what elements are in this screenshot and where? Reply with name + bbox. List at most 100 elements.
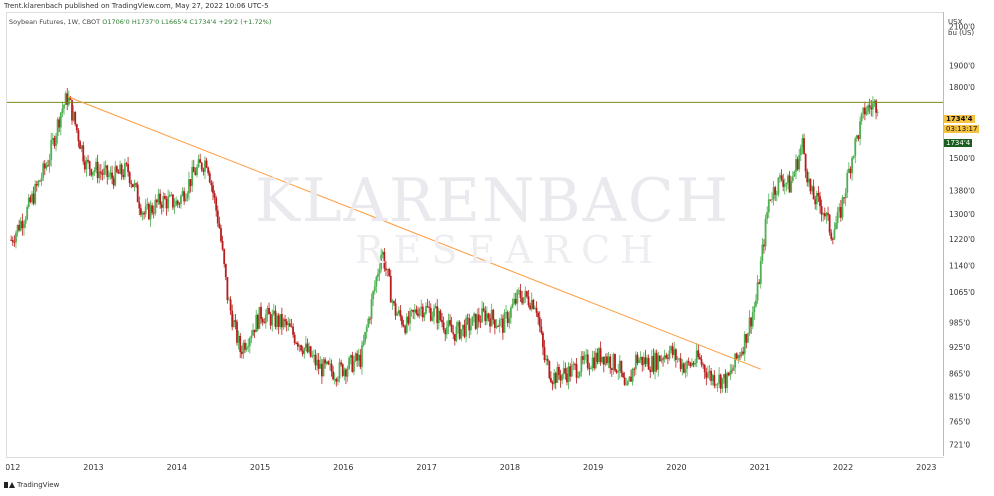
- candle-body: [630, 376, 632, 382]
- candle-body: [508, 317, 511, 324]
- candle-body: [15, 232, 17, 243]
- candle-body: [141, 212, 144, 215]
- candle-body: [340, 362, 343, 365]
- candle-body: [607, 356, 610, 363]
- candle-body: [82, 145, 85, 162]
- candle-body: [854, 138, 857, 157]
- candle-body: [396, 313, 399, 316]
- price-axis[interactable]: 2100'0 1900'0 1800'0 1500'0 1380'0 1300'0 1220…: [943, 12, 994, 456]
- candle-body: [19, 220, 22, 231]
- candle-body: [175, 200, 178, 206]
- candle-body: [601, 356, 604, 363]
- candle-body: [425, 306, 427, 314]
- candle-body: [156, 199, 158, 203]
- candle-body: [804, 153, 807, 172]
- candle-body: [133, 183, 136, 187]
- candle-body: [594, 352, 597, 369]
- candle-body: [200, 162, 203, 170]
- candle-body: [296, 343, 299, 347]
- candle-body: [288, 323, 291, 327]
- candle-body: [561, 374, 564, 381]
- candle-body: [807, 178, 810, 183]
- candle-body: [56, 119, 59, 136]
- candle-body: [399, 310, 402, 317]
- candle-body: [316, 359, 318, 366]
- candle-body: [13, 241, 16, 243]
- candle-body: [66, 93, 69, 105]
- candle-body: [724, 374, 727, 389]
- watermark-line1: KLARENBACH: [255, 166, 731, 236]
- candle-body: [815, 193, 818, 205]
- candle-body: [460, 329, 463, 339]
- close-price-badge: 1734'4: [944, 139, 973, 147]
- candle-body: [590, 368, 592, 370]
- candle-body: [312, 354, 315, 356]
- candle-body: [612, 353, 615, 370]
- candle-body: [811, 186, 813, 192]
- footer-brand-text: TradingView: [17, 481, 60, 489]
- candle-body: [863, 107, 866, 115]
- candle-body: [388, 269, 391, 276]
- symbol-legend[interactable]: Soybean Futures, 1W, CBOT O1706'0 H1737'…: [9, 18, 271, 26]
- plot-area[interactable]: [6, 12, 944, 458]
- candle-body: [633, 368, 636, 370]
- symbol-name: Soybean Futures, 1W, CBOT: [9, 18, 101, 26]
- candle-body: [849, 168, 852, 174]
- candle-body: [383, 251, 386, 269]
- candle-body: [828, 214, 831, 233]
- candle-body: [333, 378, 336, 380]
- price-tick-label: 1300'0: [949, 210, 975, 219]
- candle-body: [729, 370, 732, 376]
- candle-body: [167, 196, 170, 209]
- candle-body: [639, 356, 642, 360]
- candle-body: [375, 276, 378, 287]
- candle-body: [609, 356, 612, 369]
- candle-body: [380, 254, 383, 270]
- candle-body: [135, 183, 137, 185]
- candle-body: [865, 111, 868, 115]
- candle-body: [255, 314, 258, 333]
- candle-body: [123, 163, 126, 178]
- candle-body: [631, 368, 634, 382]
- candle-body: [614, 353, 616, 371]
- candle-body: [284, 319, 286, 322]
- candle-body: [798, 155, 801, 170]
- candle-body: [578, 371, 581, 377]
- price-chart[interactable]: [7, 13, 944, 457]
- candle-body: [695, 350, 698, 364]
- candle-body: [686, 361, 688, 369]
- candle-body: [389, 275, 392, 303]
- candle-body: [698, 357, 701, 360]
- candle-body: [838, 207, 841, 212]
- candle-body: [236, 321, 238, 343]
- candle-body: [513, 298, 516, 305]
- candle-body: [602, 356, 605, 365]
- candle-body: [713, 375, 716, 386]
- candle-body: [58, 119, 61, 128]
- candle-body: [742, 351, 745, 354]
- candle-body: [338, 362, 341, 379]
- price-tick-label: 925'0: [949, 343, 970, 352]
- candle-body: [188, 179, 190, 194]
- candle-body: [676, 359, 679, 360]
- candle-body: [860, 113, 863, 122]
- candle-body: [755, 300, 757, 307]
- candle-body: [373, 286, 376, 292]
- candle-body: [146, 203, 149, 207]
- candle-body: [642, 357, 645, 366]
- candle-body: [469, 325, 472, 331]
- candle-body: [335, 378, 338, 382]
- time-axis[interactable]: 2012 2013 2014 2015 2016 2017 2018 2019 2020 2021…: [6, 456, 943, 478]
- candle-body: [817, 193, 820, 197]
- candle-body: [689, 362, 692, 367]
- candle-body: [485, 313, 488, 322]
- candle-body: [378, 269, 381, 274]
- year-tick-label: 2012: [6, 463, 20, 472]
- candle-body: [11, 240, 14, 242]
- candle-body: [120, 164, 123, 175]
- footer-brand: TradingView: [4, 481, 59, 489]
- candle-body: [173, 205, 176, 208]
- candle-body: [674, 349, 677, 360]
- candle-body: [272, 310, 275, 314]
- candle-body: [453, 334, 456, 341]
